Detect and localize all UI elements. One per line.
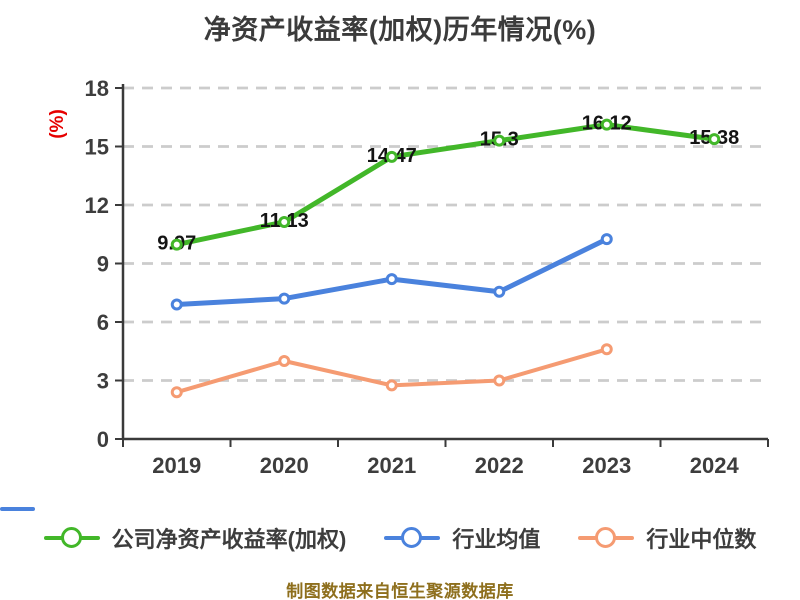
data-point-marker (493, 285, 506, 298)
legend-label-industry-mean: 行业均值 (452, 527, 541, 552)
legend-item-industry-mean: 行业均值 (384, 522, 540, 554)
x-tick-label: 2021 (367, 453, 416, 478)
data-point-marker (278, 355, 291, 367)
x-tick-label: 2019 (152, 453, 201, 478)
legend-marker-green-icon (43, 527, 100, 549)
data-point-marker (278, 292, 291, 305)
legend-marker-orange-icon (578, 527, 635, 549)
x-tick-label: 2024 (690, 453, 740, 478)
data-point-marker (600, 343, 613, 356)
legend-label-company-roe: 公司净资产收益率(加权) (111, 527, 347, 552)
legend: 公司净资产收益率(加权) 行业均值 行业中位数 (0, 521, 800, 555)
y-tick-label: 0 (97, 427, 109, 452)
data-source-caption: 制图数据来自恒生聚源数据库 (286, 582, 514, 600)
y-tick-label: 9 (97, 252, 109, 277)
chart-title: 净资产收益率(加权)历年情况(%) (203, 15, 597, 45)
data-point-marker (493, 134, 506, 147)
edge-blue-line-artifact (0, 507, 35, 511)
legend-item-company-roe: 公司净资产收益率(加权) (43, 522, 347, 554)
legend-item-industry-median: 行业中位数 (578, 522, 756, 554)
y-tick-label: 12 (85, 193, 109, 218)
data-point-marker (170, 386, 183, 399)
x-tick-label: 2020 (260, 453, 309, 478)
series-line (174, 122, 717, 248)
legend-label-industry-median: 行业中位数 (646, 527, 757, 552)
series-line (174, 236, 610, 307)
data-point-marker (385, 273, 398, 286)
y-tick-label: 3 (97, 369, 109, 394)
data-point-marker (170, 298, 183, 311)
data-point-marker (600, 233, 613, 246)
data-point-marker (708, 133, 721, 146)
y-axis-unit-label: (%) (47, 109, 68, 139)
data-point-marker (600, 118, 613, 131)
y-tick-label: 18 (85, 76, 109, 101)
y-tick-label: 15 (85, 135, 109, 160)
y-tick-label: 6 (97, 310, 109, 335)
x-tick-label: 2023 (582, 453, 631, 478)
data-point-marker (170, 238, 183, 251)
data-point-marker (493, 374, 506, 387)
x-tick-label: 2022 (475, 453, 524, 478)
data-point-marker (385, 379, 398, 392)
data-point-marker (385, 150, 398, 163)
data-point-marker (278, 215, 291, 228)
legend-marker-blue-icon (384, 527, 441, 549)
